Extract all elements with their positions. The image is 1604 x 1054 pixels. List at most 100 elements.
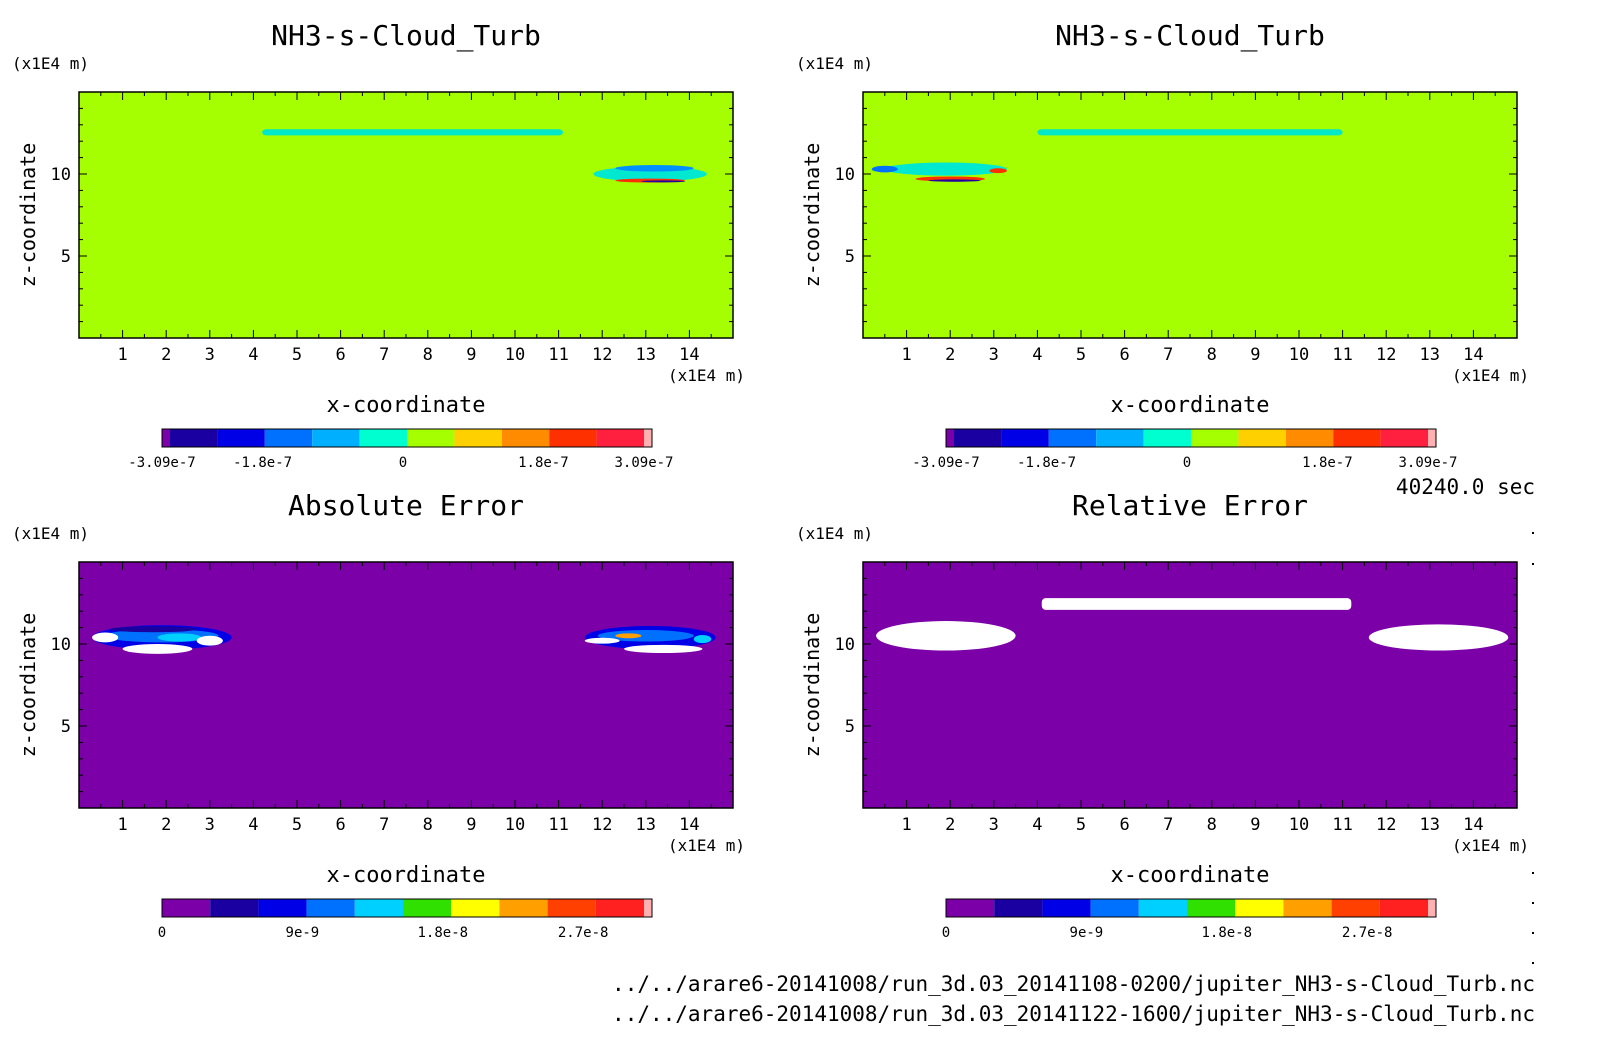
x-axis-label: x-coordinate <box>1111 863 1270 888</box>
colorbar-swatch <box>1001 429 1049 447</box>
colorbar-tick-label: 0 <box>158 925 166 941</box>
colorbar-swatch <box>1283 899 1332 917</box>
colorbar-swatch <box>946 899 995 917</box>
x-tick-label: 11 <box>548 815 568 835</box>
colorbar-swatch <box>1333 429 1381 447</box>
x-tick-label: 2 <box>161 815 171 835</box>
panel-top-right: NH3-s-Cloud_Turb(x1E4 m)1 2 3 4 5 6 7 8 9 10 11 12 1… <box>796 19 1529 471</box>
x-tick-label: 8 <box>423 815 433 835</box>
colorbar-swatch <box>1096 429 1144 447</box>
x-tick-label: 3 <box>205 815 215 835</box>
x-tick-label: 6 <box>335 815 345 835</box>
colorbar-swatch <box>1379 899 1428 917</box>
panel-relative-error: Relative Error(x1E4 m)1 2 3 4 5 6 7 8 9 10 11 12 13 1… <box>796 489 1529 941</box>
x-tick-label: 12 <box>592 345 612 365</box>
field-feature <box>157 633 202 642</box>
x-tick-label: 13 <box>1420 345 1440 365</box>
field-feature <box>871 165 898 173</box>
y-tick-label: 10 <box>835 635 855 655</box>
x-unit-label: (x1E4 m) <box>668 366 745 385</box>
x-tick-label: 2 <box>945 815 955 835</box>
colorbar-swatch <box>954 429 1002 447</box>
colorbar-swatch <box>644 429 652 447</box>
field-feature <box>641 180 686 183</box>
x-tick-label: 13 <box>636 345 656 365</box>
panel-absolute-error: Absolute Error(x1E4 m)1 2 3 4 5 6 7 8 9 10 11 12 13 1… <box>12 489 745 941</box>
x-tick-label: 3 <box>989 345 999 365</box>
colorbar-swatch <box>407 429 455 447</box>
plot-field <box>863 92 1517 338</box>
y-unit-label: (x1E4 m) <box>796 524 873 543</box>
chart-title: Relative Error <box>1072 489 1308 522</box>
colorbar-swatch <box>217 429 265 447</box>
y-unit-label: (x1E4 m) <box>12 54 89 73</box>
colorbar-tick-label: 2.7e-8 <box>558 925 609 941</box>
colorbar-swatch <box>451 899 500 917</box>
file-path-2: ../../arare6-20141008/run_3d.03_20141122… <box>612 1002 1535 1026</box>
x-tick-label: 7 <box>1163 345 1173 365</box>
field-feature <box>693 634 712 644</box>
x-tick-label: 2 <box>945 345 955 365</box>
colorbar-swatch <box>1428 429 1436 447</box>
colorbar-tick-label: -3.09e-7 <box>912 455 979 471</box>
colorbar-swatch <box>549 429 597 447</box>
x-tick-label: 7 <box>379 345 389 365</box>
x-tick-label: 11 <box>548 345 568 365</box>
colorbar-tick-label: 9e-9 <box>1070 925 1104 941</box>
y-tick-label: 5 <box>61 247 71 267</box>
field-feature <box>615 164 694 172</box>
x-tick-label: 4 <box>1032 815 1042 835</box>
colorbar-swatch <box>596 429 644 447</box>
x-tick-label: 4 <box>1032 345 1042 365</box>
plot-field <box>79 562 733 808</box>
chart-title: Absolute Error <box>288 489 524 522</box>
x-tick-label: 14 <box>679 345 699 365</box>
y-tick-label: 10 <box>835 165 855 185</box>
field-feature <box>262 129 563 136</box>
panel-top-left: NH3-s-Cloud_Turb(x1E4 m)1 2 3 4 5 6 7 8 9 10 11 12 1… <box>12 19 745 471</box>
x-axis-label: x-coordinate <box>1111 393 1270 418</box>
chart-title: NH3-s-Cloud_Turb <box>271 19 541 53</box>
y-axis-label: z-coordinate <box>16 613 40 758</box>
field-feature <box>884 162 1007 176</box>
colorbar-tick-label: 1.8e-8 <box>1201 925 1252 941</box>
x-axis-label: x-coordinate <box>327 393 486 418</box>
colorbar-swatch <box>547 899 596 917</box>
time-label: 40240.0 sec <box>1396 475 1535 499</box>
field-feature <box>624 644 703 654</box>
x-tick-label: 6 <box>1119 815 1129 835</box>
colorbar-tick-label: 0 <box>1183 455 1191 471</box>
colorbar-swatch <box>1331 899 1380 917</box>
colorbar-tick-label: 1.8e-8 <box>417 925 468 941</box>
colorbar-swatch <box>312 429 360 447</box>
x-tick-label: 5 <box>292 815 302 835</box>
x-tick-label: 5 <box>1076 345 1086 365</box>
x-axis-label: x-coordinate <box>327 863 486 888</box>
colorbar-swatch <box>403 899 452 917</box>
field-feature <box>1368 624 1509 651</box>
colorbar-swatch <box>162 899 211 917</box>
y-tick-label: 5 <box>845 247 855 267</box>
x-tick-label: 1 <box>117 815 127 835</box>
colorbar-swatch <box>946 429 954 447</box>
x-tick-label: 1 <box>901 345 911 365</box>
x-tick-label: 14 <box>679 815 699 835</box>
field-feature <box>597 630 694 642</box>
y-unit-label: (x1E4 m) <box>12 524 89 543</box>
colorbar-tick-label: -1.8e-7 <box>1017 455 1076 471</box>
field-feature <box>584 637 620 644</box>
plot-field <box>79 92 733 338</box>
x-tick-label: 8 <box>1207 815 1217 835</box>
x-tick-label: 2 <box>161 345 171 365</box>
colorbar-swatch <box>994 899 1043 917</box>
edge-dots <box>1532 532 1534 964</box>
colorbar-tick-label: -3.09e-7 <box>128 455 195 471</box>
x-tick-label: 6 <box>335 345 345 365</box>
x-tick-label: 12 <box>1376 815 1396 835</box>
x-tick-label: 10 <box>505 815 525 835</box>
file-path-1: ../../arare6-20141008/run_3d.03_20141108… <box>612 972 1535 996</box>
field-feature <box>109 626 197 633</box>
x-tick-label: 8 <box>423 345 433 365</box>
field-feature <box>92 632 119 643</box>
field-feature <box>928 179 981 182</box>
